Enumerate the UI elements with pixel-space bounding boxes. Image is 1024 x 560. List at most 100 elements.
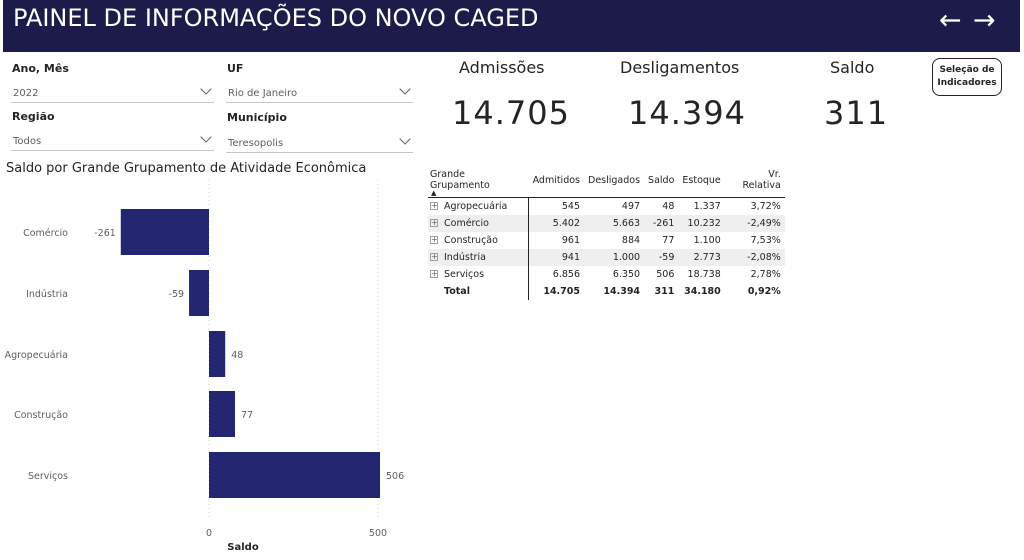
table-cell: 506 (656, 268, 675, 280)
table-cell: 14.705 (543, 285, 580, 297)
table-header-row: Grande Grupamento ▲ Admitidos Desligados Sal… (428, 167, 785, 198)
table-cell: 545 (561, 200, 580, 212)
ano-mes-value: 2022 (13, 88, 39, 99)
chart-title: Saldo por Grande Grupamento de Atividade… (6, 161, 367, 176)
ano-mes-dropdown[interactable]: 2022 (11, 83, 214, 103)
header-bar: PAINEL DE INFORMAÇÕES DO NOVO CAGED ← → (3, 0, 1020, 52)
admissoes-value: 14.705 (452, 94, 570, 132)
table-cell: 5.402 (528, 214, 584, 232)
table-cell: 2,78% (750, 268, 781, 280)
regiao-dropdown[interactable]: Todos (11, 131, 214, 151)
table-cell: 6.350 (612, 268, 641, 280)
x-tick-label: 0 (206, 528, 212, 539)
column-header[interactable]: Grande Grupamento ▲ (428, 167, 528, 198)
table-cell: 2.773 (678, 248, 725, 266)
table-cell: 1.100 (693, 234, 721, 246)
category-label: Indústria (26, 289, 68, 300)
selecao-line1: Seleção de (939, 65, 995, 75)
table-cell: Total (428, 282, 529, 300)
table-cell: 311 (654, 285, 675, 297)
expand-icon[interactable]: + (430, 269, 438, 278)
row-label: Serviços (444, 268, 485, 280)
uf-dropdown[interactable]: Rio de Janeiro (226, 83, 413, 103)
bar (209, 391, 236, 437)
row-label: Comércio (444, 217, 489, 229)
chevron-down-icon (200, 83, 212, 95)
table-cell: + Serviços (428, 265, 529, 283)
sort-ascending-icon: ▲ (431, 189, 437, 197)
column-header[interactable]: Admitidos (528, 167, 584, 198)
column-header[interactable]: Desligados (584, 167, 645, 198)
table-row[interactable]: + Comércio 5.402 5.663 -261 10.232 -2,49% (428, 214, 785, 232)
column-header-label: Vr. Relativa (742, 169, 781, 191)
table-cell: 941 (528, 248, 584, 266)
row-label: Agropecuária (444, 200, 508, 212)
x-axis-title: Saldo (227, 542, 259, 553)
table-cell: + Comércio (428, 214, 529, 232)
expand-icon[interactable]: + (430, 235, 438, 244)
data-label: -261 (94, 228, 116, 239)
selecao-indicadores-button[interactable]: Seleção de Indicadores (932, 58, 1002, 96)
back-arrow-icon[interactable]: ← (939, 5, 962, 36)
table-cell: -261 (644, 214, 679, 232)
table-cell: 48 (662, 200, 675, 212)
regiao-label: Região (12, 110, 55, 123)
municipio-dropdown[interactable]: Teresopolis (226, 133, 413, 153)
table-row[interactable]: + Construção 961 884 77 1.100 7,53% (428, 231, 785, 249)
bar (209, 452, 381, 498)
expand-icon[interactable]: + (430, 252, 438, 261)
table-cell: -2,08% (724, 248, 785, 266)
category-label: Construção (14, 410, 68, 421)
table-cell: 7,53% (750, 234, 781, 246)
table-cell: + Indústria (428, 248, 529, 266)
table-cell: -59 (644, 248, 679, 266)
table-total-row: Total 14.705 14.394 311 34.180 0,92% (428, 282, 785, 300)
ano-mes-label: Ano, Mês (12, 62, 69, 75)
table-cell: 0,92% (747, 285, 781, 297)
table-cell: 6.856 (552, 268, 580, 280)
bar (120, 209, 209, 255)
column-header[interactable]: Saldo (644, 167, 679, 198)
table-cell: 18.738 (687, 268, 721, 280)
table-row[interactable]: + Indústria 941 1.000 -59 2.773 -2,08% (428, 248, 785, 266)
column-header-label: Estoque (682, 174, 721, 186)
table-cell: 34.180 (684, 285, 721, 297)
table-cell: 884 (621, 234, 641, 246)
expand-icon[interactable]: + (430, 218, 438, 227)
saldo-label: Saldo (830, 58, 875, 77)
table-row[interactable]: + Agropecuária 545 497 48 1.337 3,72% (428, 197, 785, 215)
chevron-down-icon (399, 83, 411, 95)
column-header[interactable]: Estoque (678, 167, 725, 198)
data-label: 48 (231, 350, 243, 361)
table-cell: 961 (561, 234, 580, 246)
category-label: Agropecuária (5, 350, 68, 361)
x-tick-label: 500 (369, 528, 387, 539)
grupamento-table: Grande Grupamento ▲ Admitidos Desligados Sal… (428, 167, 785, 300)
municipio-value: Teresopolis (228, 138, 284, 149)
category-label: Comércio (23, 228, 68, 239)
admissoes-label: Admissões (459, 58, 545, 77)
category-label: Serviços (28, 471, 68, 482)
uf-label: UF (227, 62, 244, 75)
table-cell: 3,72% (750, 200, 781, 212)
saldo-value: 311 (824, 94, 889, 132)
table-cell: 497 (621, 200, 641, 212)
column-header-label: Admitidos (532, 174, 580, 186)
chevron-down-icon (200, 131, 212, 143)
table-cell: 77 (662, 234, 675, 246)
table-cell: 1.000 (584, 248, 645, 266)
column-header[interactable]: Vr. Relativa (724, 167, 785, 198)
municipio-label: Município (227, 111, 287, 124)
uf-value: Rio de Janeiro (228, 88, 298, 99)
column-header-label: Grande Grupamento (430, 169, 490, 191)
table-cell: + Construção (428, 231, 529, 249)
forward-arrow-icon[interactable]: → (973, 5, 996, 36)
table-cell: 10.232 (678, 214, 725, 232)
row-label: Construção (444, 234, 498, 246)
bar (209, 331, 226, 377)
saldo-bar-chart: Comércio -261 Indústria -59 Agropecuária 48 Co… (5, 180, 404, 553)
expand-icon[interactable]: + (430, 201, 438, 211)
table-cell: 1.337 (693, 200, 721, 212)
data-label: 506 (386, 471, 404, 482)
table-row[interactable]: + Serviços 6.856 6.350 506 18.738 2,78% (428, 265, 785, 283)
